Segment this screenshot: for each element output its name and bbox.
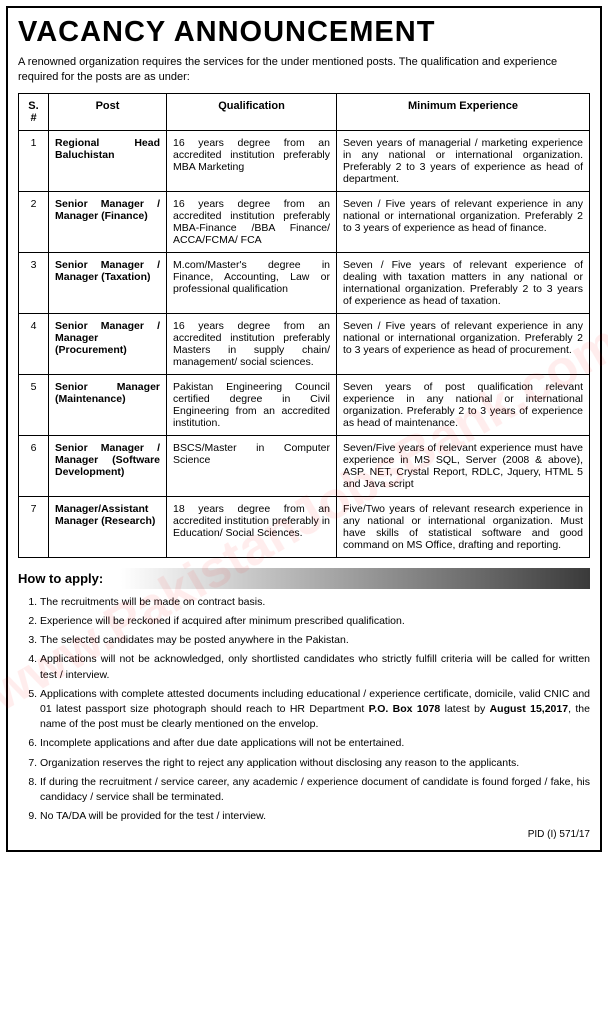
cell-post: Senior Manager (Maintenance) bbox=[49, 374, 167, 435]
howto-item: Applications with complete attested docu… bbox=[40, 687, 590, 733]
cell-experience: Seven / Five years of relevant experienc… bbox=[337, 252, 590, 313]
col-qualification: Qualification bbox=[167, 93, 337, 130]
page-title: VACANCY ANNOUNCEMENT bbox=[18, 16, 590, 49]
col-sn: S. # bbox=[19, 93, 49, 130]
cell-qualification: BSCS/Master in Computer Science bbox=[167, 435, 337, 496]
howto-item: Experience will be reckoned if acquired … bbox=[40, 614, 590, 629]
cell-sn: 6 bbox=[19, 435, 49, 496]
table-row: 3Senior Manager / Manager (Taxation)M.co… bbox=[19, 252, 590, 313]
cell-qualification: 16 years degree from an accredited insti… bbox=[167, 313, 337, 374]
col-experience: Minimum Experience bbox=[337, 93, 590, 130]
cell-post: Senior Manager / Manager (Taxation) bbox=[49, 252, 167, 313]
cell-qualification: M.com/Master's degree in Finance, Accoun… bbox=[167, 252, 337, 313]
cell-post: Regional Head Baluchistan bbox=[49, 130, 167, 191]
cell-post: Senior Manager / Manager (Software Devel… bbox=[49, 435, 167, 496]
howto-item: The recruitments will be made on contrac… bbox=[40, 595, 590, 610]
cell-post: Senior Manager / Manager (Finance) bbox=[49, 191, 167, 252]
intro-text: A renowned organization requires the ser… bbox=[18, 55, 590, 85]
howto-item: Incomplete applications and after due da… bbox=[40, 736, 590, 751]
cell-sn: 2 bbox=[19, 191, 49, 252]
cell-qualification: 18 years degree from an accredited insti… bbox=[167, 496, 337, 557]
table-row: 7Manager/Assistant Manager (Research)18 … bbox=[19, 496, 590, 557]
cell-post: Manager/Assistant Manager (Research) bbox=[49, 496, 167, 557]
howto-list: The recruitments will be made on contrac… bbox=[40, 595, 590, 825]
cell-experience: Seven / Five years of relevant experienc… bbox=[337, 191, 590, 252]
cell-sn: 4 bbox=[19, 313, 49, 374]
cell-sn: 5 bbox=[19, 374, 49, 435]
cell-sn: 7 bbox=[19, 496, 49, 557]
howto-item: If during the recruitment / service care… bbox=[40, 775, 590, 805]
table-row: 2Senior Manager / Manager (Finance)16 ye… bbox=[19, 191, 590, 252]
table-header-row: S. # Post Qualification Minimum Experien… bbox=[19, 93, 590, 130]
table-row: 4Senior Manager / Manager (Procurement)1… bbox=[19, 313, 590, 374]
document-frame: VACANCY ANNOUNCEMENT A renowned organiza… bbox=[6, 6, 602, 852]
table-row: 6Senior Manager / Manager (Software Deve… bbox=[19, 435, 590, 496]
table-row: 1Regional Head Baluchistan16 years degre… bbox=[19, 130, 590, 191]
table-row: 5Senior Manager (Maintenance)Pakistan En… bbox=[19, 374, 590, 435]
pid-footer: PID (I) 571/17 bbox=[18, 829, 590, 840]
cell-experience: Seven years of managerial / marketing ex… bbox=[337, 130, 590, 191]
howto-item: The selected candidates may be posted an… bbox=[40, 633, 590, 648]
col-post: Post bbox=[49, 93, 167, 130]
cell-experience: Seven/Five years of relevant experience … bbox=[337, 435, 590, 496]
howto-item: No TA/DA will be provided for the test /… bbox=[40, 809, 590, 824]
cell-experience: Five/Two years of relevant research expe… bbox=[337, 496, 590, 557]
cell-experience: Seven / Five years of relevant experienc… bbox=[337, 313, 590, 374]
howto-heading: How to apply: bbox=[18, 568, 590, 589]
howto-item: Organization reserves the right to rejec… bbox=[40, 756, 590, 771]
cell-sn: 1 bbox=[19, 130, 49, 191]
cell-post: Senior Manager / Manager (Procurement) bbox=[49, 313, 167, 374]
cell-qualification: Pakistan Engineering Council certified d… bbox=[167, 374, 337, 435]
cell-qualification: 16 years degree from an accredited insti… bbox=[167, 191, 337, 252]
cell-qualification: 16 years degree from an accredited insti… bbox=[167, 130, 337, 191]
cell-experience: Seven years of post qualification releva… bbox=[337, 374, 590, 435]
vacancy-table: S. # Post Qualification Minimum Experien… bbox=[18, 93, 590, 558]
howto-item: Applications will not be acknowledged, o… bbox=[40, 652, 590, 682]
cell-sn: 3 bbox=[19, 252, 49, 313]
